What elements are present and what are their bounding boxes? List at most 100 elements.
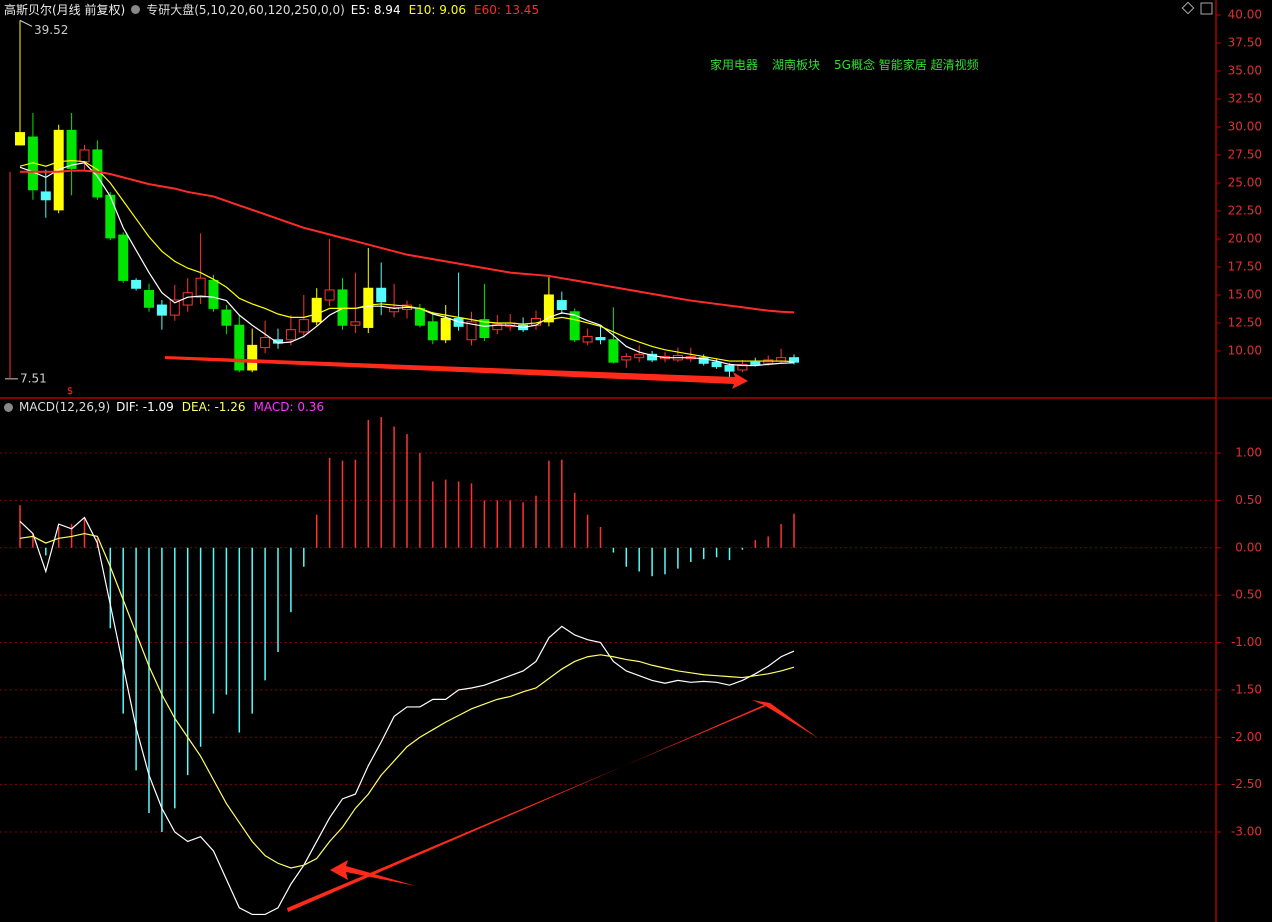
candle-body: [634, 353, 645, 359]
signal-mark: $: [67, 386, 73, 397]
annotations: [165, 356, 818, 912]
candle-body: [389, 306, 400, 313]
y-tick-label: 10.00: [1228, 343, 1262, 357]
concept-tag: 湖南板块: [772, 58, 821, 72]
y-tick-label: -0.50: [1231, 588, 1262, 602]
candle-body: [608, 339, 619, 363]
concept-tags: 家用电器 湖南板块 5G概念 智能家居 超清视频: [710, 56, 979, 73]
candle-body: [247, 344, 258, 371]
high-label: 39.52: [34, 23, 68, 37]
y-tick-label: 1.00: [1235, 446, 1262, 460]
y-tick-label: 37.50: [1228, 36, 1262, 50]
line-series: [19, 516, 795, 916]
candle-body: [195, 277, 206, 298]
candle-body: [492, 323, 503, 331]
low-label: 7.51: [20, 371, 47, 385]
y-tick-label: 0.00: [1235, 540, 1262, 554]
candle-body: [208, 279, 219, 309]
y-tick-label: 27.50: [1228, 147, 1262, 161]
arrow: [165, 356, 748, 389]
candle-body: [260, 337, 271, 349]
legend-entry: E60: 13.45: [474, 2, 540, 17]
candle-body: [543, 294, 554, 323]
candle-body: [169, 299, 180, 316]
indicator-name: MACD(12,26,9): [19, 400, 111, 414]
candle-body: [234, 324, 245, 371]
candle-body: [621, 356, 632, 361]
y-tick-label: -1.50: [1231, 682, 1262, 696]
line-series: [19, 532, 795, 869]
candle-body: [337, 289, 348, 326]
concept-tag: 家用电器: [710, 58, 759, 72]
icon[interactable]: [4, 402, 13, 412]
candle-body: [40, 191, 51, 201]
candle-body: [311, 297, 322, 323]
indicator-name: 专研大盘(5,10,20,60,120,250,0,0): [146, 3, 345, 17]
chart-title: 高斯贝尔(月线 前复权): [4, 3, 126, 17]
candle-body: [737, 363, 748, 371]
y-tick-label: 40.00: [1228, 8, 1262, 22]
marker-arrow: [19, 19, 33, 27]
candle-body: [66, 129, 77, 169]
candle-body: [750, 361, 761, 365]
icon[interactable]: [1181, 1, 1195, 15]
candle-body: [724, 365, 735, 372]
legend-entry: DIF: -1.09: [116, 400, 174, 414]
macd-header: MACD(12,26,9) DIF: -1.09 DEA: -1.26 MACD: …: [4, 400, 324, 414]
candle-body: [350, 321, 361, 326]
candle-body: [144, 289, 154, 308]
candle-body: [414, 307, 425, 326]
candle-body: [466, 321, 477, 341]
candle-body: [376, 287, 387, 303]
legend-entry: DEA: -1.26: [181, 400, 246, 414]
y-tick-label: -1.00: [1231, 635, 1262, 649]
line-series: [19, 162, 795, 367]
y-tick-label: 0.50: [1235, 493, 1262, 507]
icon[interactable]: [131, 5, 141, 14]
candle-body: [298, 319, 309, 333]
arrow: [287, 700, 818, 912]
candle-body: [79, 149, 90, 163]
y-tick-label: -3.00: [1231, 825, 1262, 839]
candle-body: [324, 289, 335, 301]
line-series: [19, 159, 795, 363]
candle-body: [118, 234, 129, 281]
candle-body: [479, 319, 490, 339]
candle-body: [105, 194, 116, 239]
candle-body: [156, 304, 167, 316]
y-tick-label: 20.00: [1228, 231, 1262, 245]
candle-body: [556, 300, 567, 311]
y-tick-label: 15.00: [1228, 287, 1262, 301]
legend: E5: 8.94 E10: 9.06 E60: 13.45: [351, 3, 539, 17]
y-tick-label: 25.00: [1228, 175, 1262, 189]
legend-entry: MACD: 0.36: [253, 400, 325, 414]
candle-body: [285, 329, 296, 341]
candle-body: [221, 309, 232, 326]
y-tick-label: 12.50: [1228, 315, 1262, 329]
candle-body: [363, 287, 374, 328]
y-tick-label: 17.50: [1228, 259, 1262, 273]
y-tick-label: 32.50: [1228, 91, 1262, 105]
y-tick-label: 35.00: [1228, 63, 1262, 77]
legend-entry: E10: 9.06: [408, 2, 467, 17]
candle-body: [569, 311, 580, 341]
y-tick-label: -2.50: [1231, 777, 1262, 791]
candle-body: [131, 279, 142, 289]
price-header: 高斯贝尔(月线 前复权) 专研大盘(5,10,20,60,120,250,0,0…: [4, 1, 539, 18]
y-tick-label: 22.50: [1228, 203, 1262, 217]
legend-entry: E5: 8.94: [350, 2, 401, 17]
icon[interactable]: [1200, 2, 1213, 15]
candle-body: [595, 337, 606, 341]
candle-body: [15, 132, 25, 146]
candle-body: [698, 357, 709, 364]
candle-body: [647, 353, 658, 361]
candle-body: [440, 317, 451, 341]
legend: DIF: -1.09 DEA: -1.26 MACD: 0.36: [116, 400, 324, 414]
y-tick-label: -2.00: [1231, 730, 1262, 744]
candle-body: [582, 335, 593, 343]
concept-tag: 5G概念 智能家居 超清视频: [834, 58, 979, 72]
candle-body: [789, 357, 799, 363]
candle-body: [711, 361, 722, 368]
